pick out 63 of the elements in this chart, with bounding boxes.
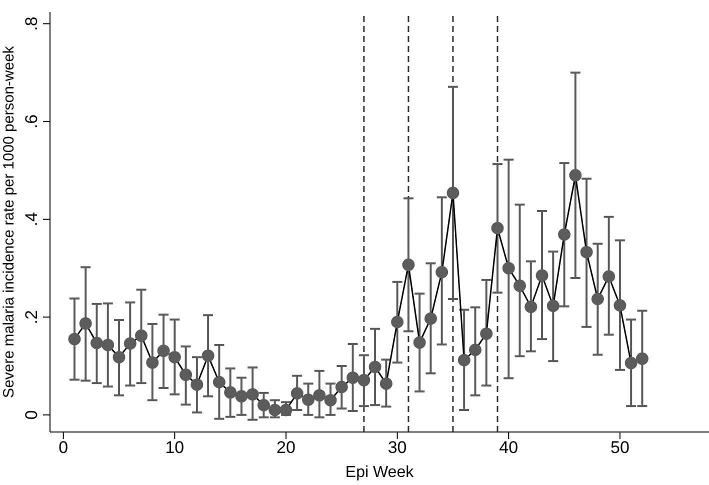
point bbox=[224, 386, 237, 399]
point bbox=[624, 356, 638, 370]
y-tick-label: 0 bbox=[22, 410, 41, 420]
point bbox=[402, 258, 415, 272]
point bbox=[458, 354, 470, 366]
point bbox=[102, 338, 114, 352]
point bbox=[591, 292, 604, 306]
y-tick-label: .8 bbox=[22, 16, 41, 31]
x-tick-label: 40 bbox=[499, 438, 518, 458]
point bbox=[580, 246, 593, 258]
point bbox=[346, 371, 360, 384]
point bbox=[468, 344, 482, 356]
point bbox=[246, 388, 259, 401]
point bbox=[290, 387, 304, 400]
point bbox=[135, 329, 148, 342]
point bbox=[524, 300, 538, 314]
point bbox=[302, 393, 315, 406]
y-tick-label: .4 bbox=[22, 212, 41, 226]
point bbox=[502, 262, 515, 274]
point bbox=[380, 377, 392, 390]
point bbox=[446, 186, 460, 200]
y-tick-label: .6 bbox=[22, 114, 41, 129]
point bbox=[68, 332, 81, 346]
x-tick-label: 10 bbox=[165, 438, 184, 458]
x-tick-label: 30 bbox=[388, 438, 407, 458]
point bbox=[546, 300, 560, 312]
point bbox=[514, 280, 526, 292]
point bbox=[235, 390, 248, 403]
point bbox=[146, 356, 159, 369]
point bbox=[558, 228, 571, 241]
point bbox=[79, 317, 92, 330]
point bbox=[569, 169, 582, 182]
point bbox=[391, 316, 404, 328]
point bbox=[480, 327, 493, 340]
point bbox=[413, 336, 426, 349]
x-tick-label: 20 bbox=[276, 438, 296, 458]
point bbox=[257, 398, 270, 412]
point bbox=[190, 378, 204, 391]
x-tick-label: 50 bbox=[610, 438, 630, 458]
point bbox=[313, 389, 326, 402]
point bbox=[636, 352, 648, 365]
point bbox=[112, 350, 126, 364]
point bbox=[324, 394, 337, 406]
x-tick-label: 0 bbox=[58, 438, 68, 458]
point bbox=[536, 269, 548, 282]
point bbox=[180, 368, 192, 382]
point bbox=[436, 266, 448, 278]
point bbox=[202, 349, 214, 362]
point bbox=[424, 312, 437, 325]
y-axis-title: Severe malaria incidence rate per 1000 person-week bbox=[0, 46, 18, 398]
x-axis-title: Epi Week bbox=[345, 464, 415, 481]
point bbox=[124, 337, 136, 350]
point bbox=[212, 376, 226, 388]
point bbox=[157, 344, 170, 358]
point bbox=[358, 374, 370, 386]
point bbox=[168, 350, 181, 364]
point bbox=[335, 380, 348, 394]
y-tick-label: .2 bbox=[22, 310, 41, 324]
point bbox=[491, 222, 504, 234]
point bbox=[90, 336, 104, 350]
point bbox=[614, 299, 626, 312]
point bbox=[602, 270, 616, 283]
point bbox=[368, 360, 382, 374]
